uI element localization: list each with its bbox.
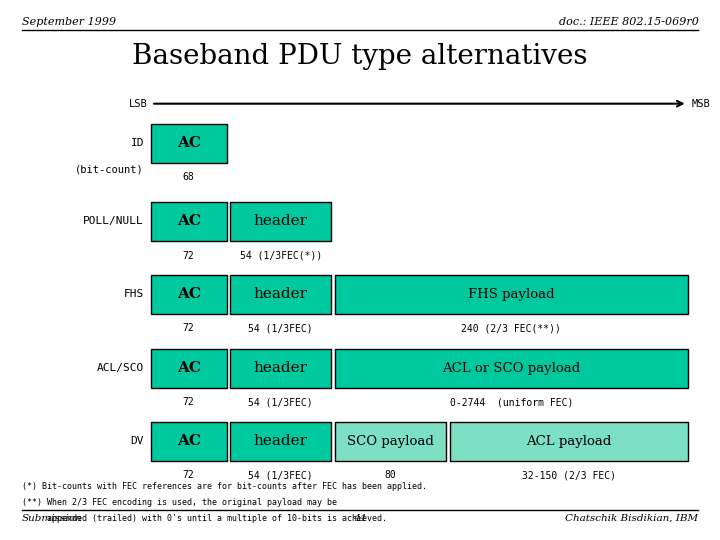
Text: 54 (1/3FEC): 54 (1/3FEC) <box>248 323 313 334</box>
Text: 32-150 (2/3 FEC): 32-150 (2/3 FEC) <box>522 470 616 481</box>
Text: ID: ID <box>130 138 144 148</box>
Bar <box>151 275 227 314</box>
Text: AC: AC <box>177 287 201 301</box>
Text: 54 (1/3FEC): 54 (1/3FEC) <box>248 470 313 481</box>
Text: ACL or SCO payload: ACL or SCO payload <box>442 362 580 375</box>
Text: Baseband PDU type alternatives: Baseband PDU type alternatives <box>132 43 588 70</box>
Text: (bit-count): (bit-count) <box>76 165 144 174</box>
Bar <box>230 202 331 241</box>
Bar <box>151 124 227 163</box>
Bar <box>335 275 688 314</box>
Text: header: header <box>254 361 308 375</box>
Text: appended (trailed) with 0's until a multiple of 10-bits is achieved.: appended (trailed) with 0's until a mult… <box>22 514 387 523</box>
Text: 54 (1/3FEC): 54 (1/3FEC) <box>248 397 313 408</box>
Text: (**) When 2/3 FEC encoding is used, the original payload may be: (**) When 2/3 FEC encoding is used, the … <box>22 498 337 507</box>
Text: AC: AC <box>177 136 201 150</box>
Text: Submission: Submission <box>22 514 82 523</box>
Text: DV: DV <box>130 436 144 446</box>
Text: header: header <box>254 287 308 301</box>
Text: FHS payload: FHS payload <box>468 288 554 301</box>
Text: FHS: FHS <box>124 289 144 299</box>
Text: 68: 68 <box>183 172 194 183</box>
Text: 0-2744  (uniform FEC): 0-2744 (uniform FEC) <box>449 397 573 408</box>
Text: 240 (2/3 FEC(**)): 240 (2/3 FEC(**)) <box>462 323 561 334</box>
Bar <box>450 422 688 461</box>
Text: SCO payload: SCO payload <box>347 435 434 448</box>
Text: 72: 72 <box>183 470 194 481</box>
Text: September 1999: September 1999 <box>22 17 116 28</box>
Text: header: header <box>254 214 308 228</box>
Text: (*) Bit-counts with FEC references are for bit-counts after FEC has been applied: (*) Bit-counts with FEC references are f… <box>22 482 426 491</box>
Text: AC: AC <box>177 361 201 375</box>
Bar <box>230 275 331 314</box>
Text: ACL payload: ACL payload <box>526 435 611 448</box>
Text: AC: AC <box>177 434 201 448</box>
Text: header: header <box>254 434 308 448</box>
Text: 54 (1/3FEC(*)): 54 (1/3FEC(*)) <box>240 251 322 261</box>
Bar <box>151 202 227 241</box>
Text: doc.: IEEE 802.15-069r0: doc.: IEEE 802.15-069r0 <box>559 17 698 28</box>
Bar <box>151 349 227 388</box>
Text: Chatschik Bisdikian, IBM: Chatschik Bisdikian, IBM <box>565 514 698 523</box>
Text: LSB: LSB <box>129 99 148 109</box>
Text: ACL/SCO: ACL/SCO <box>96 363 144 373</box>
Bar <box>151 422 227 461</box>
Text: MSB: MSB <box>691 99 710 109</box>
Bar <box>230 349 331 388</box>
Text: 72: 72 <box>183 323 194 334</box>
Text: POLL/NULL: POLL/NULL <box>84 217 144 226</box>
Text: 72: 72 <box>183 251 194 261</box>
Text: 80: 80 <box>384 470 396 481</box>
Text: AC: AC <box>177 214 201 228</box>
Bar <box>335 349 688 388</box>
Text: 72: 72 <box>183 397 194 408</box>
Bar <box>230 422 331 461</box>
Text: 44: 44 <box>354 514 366 523</box>
Bar <box>335 422 446 461</box>
